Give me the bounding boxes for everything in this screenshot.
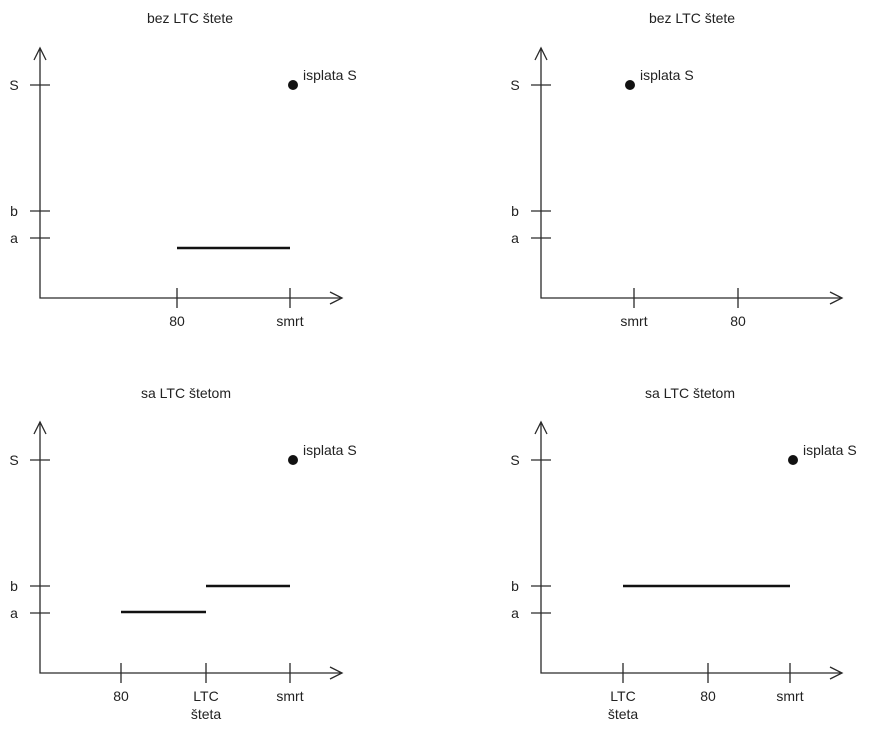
x-label: LTC [193,688,218,704]
x-label: 80 [700,688,716,704]
y-label-b: b [511,203,519,219]
payout-label: isplata S [303,67,357,83]
panel-title: bez LTC štete [147,10,233,26]
panel-title: bez LTC štete [649,10,735,26]
x-label: šteta [608,706,639,722]
y-label-b: b [511,578,519,594]
x-label: smrt [776,688,803,704]
panel-title: sa LTC štetom [141,385,231,401]
x-label: 80 [169,313,185,329]
y-label-S: S [9,452,18,468]
payout-label: isplata S [303,442,357,458]
y-label-a: a [511,605,519,621]
panel-title: sa LTC štetom [645,385,735,401]
payout-point [288,80,298,90]
y-label-b: b [10,578,18,594]
x-label: 80 [730,313,746,329]
panel-4: sa LTC štetom Sba LTC šteta 80 smrt isplata S [510,385,856,722]
x-label: šteta [191,706,222,722]
payout-label: isplata S [803,442,857,458]
x-label: smrt [276,313,303,329]
y-label-b: b [10,203,18,219]
y-label-S: S [510,452,519,468]
y-label-S: S [9,77,18,93]
x-label: smrt [276,688,303,704]
x-label: 80 [113,688,129,704]
y-label-a: a [10,605,18,621]
axes [541,48,842,298]
payout-point [288,455,298,465]
payout-label: isplata S [640,67,694,83]
y-label-S: S [510,77,519,93]
payout-point [625,80,635,90]
x-label: smrt [620,313,647,329]
panel-1: bez LTC štete Sba 80 smrt isplata S [9,10,356,329]
y-label-a: a [10,230,18,246]
panel-3: sa LTC štetom Sba 80 LTC šteta smrt isplata S [9,385,356,722]
payout-point [788,455,798,465]
y-label-a: a [511,230,519,246]
panel-2: bez LTC štete Sba smrt 80 isplata S [510,10,842,329]
x-label: LTC [610,688,635,704]
